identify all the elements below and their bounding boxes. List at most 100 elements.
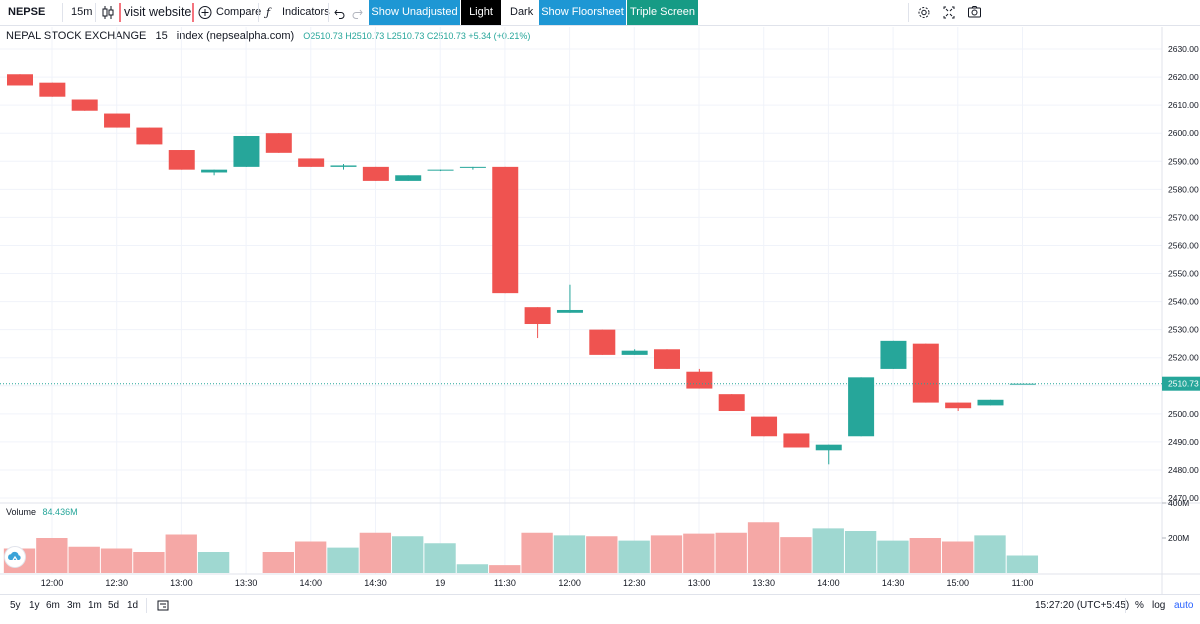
time-tick-label: 12:30 <box>105 578 128 588</box>
percent-toggle[interactable]: % <box>1135 600 1144 611</box>
divider <box>95 3 96 22</box>
auto-toggle[interactable]: auto <box>1174 600 1194 611</box>
time-tick-label: 19 <box>435 578 445 588</box>
price-tick-label: 2580.00 <box>1168 184 1199 194</box>
volume-bar <box>36 538 68 573</box>
legend-interval: 15 <box>155 30 168 42</box>
last-price-label: 2510.73 <box>1168 379 1199 389</box>
volume-bar <box>359 532 392 573</box>
volume-bar <box>327 547 359 573</box>
candle-body <box>395 175 422 181</box>
volume-bar <box>521 532 553 573</box>
volume-bar <box>456 564 489 573</box>
candle-body <box>945 402 972 409</box>
time-tick-label: 14:30 <box>364 578 387 588</box>
volume-bar <box>133 552 165 573</box>
volume-bar <box>165 534 197 573</box>
time-tick-label: 13:30 <box>235 578 258 588</box>
symbol-search[interactable]: NEPSE <box>8 6 46 18</box>
last-price-badge <box>1162 376 1200 391</box>
range-3m[interactable]: 3m <box>67 600 81 611</box>
add-compare-icon[interactable] <box>198 0 212 25</box>
candle-body <box>168 150 195 170</box>
camera-snapshot-icon[interactable] <box>967 0 982 25</box>
fullscreen-icon[interactable] <box>942 0 956 25</box>
candle-body <box>751 416 778 437</box>
candle-body <box>427 169 454 171</box>
volume-tick-label: 200M <box>1168 533 1189 543</box>
volume-bar <box>877 540 909 573</box>
compare-button[interactable]: Compare <box>216 6 262 18</box>
price-tick-label: 2570.00 <box>1168 212 1199 222</box>
redo-icon[interactable] <box>351 0 363 25</box>
nepsealpha-logo-icon <box>4 546 26 568</box>
candle-body <box>330 165 357 167</box>
light-theme-button[interactable]: Light <box>461 0 501 25</box>
dark-theme-button[interactable]: Dark <box>510 6 534 18</box>
show-floorsheet-button[interactable]: Show Floorsheet <box>539 0 626 25</box>
candles-icon[interactable] <box>101 0 115 25</box>
range-5y[interactable]: 5y <box>10 600 21 611</box>
volume-value: 84.436M <box>42 507 78 517</box>
candle-body <box>848 377 875 437</box>
volume-bar <box>424 543 456 573</box>
time-tick-label: 13:00 <box>688 578 711 588</box>
indicators-button[interactable]: Indicators <box>282 6 330 18</box>
volume-bar <box>489 565 521 573</box>
divider <box>328 3 329 22</box>
triple-screen-button[interactable]: Triple Screen <box>627 0 698 25</box>
undo-icon[interactable] <box>334 0 346 25</box>
time-tick-label: 13:30 <box>752 578 775 588</box>
candle-body <box>71 99 98 111</box>
volume-bar <box>262 552 294 573</box>
bottom-toolbar: 5y 1y 6m 3m 1m 5d 1d 15:27:20 (UTC+5:45)… <box>0 594 1200 616</box>
log-toggle[interactable]: log <box>1152 600 1166 611</box>
price-tick-label: 2520.00 <box>1168 353 1199 363</box>
volume-bar <box>715 532 747 573</box>
range-1m[interactable]: 1m <box>88 600 102 611</box>
candle-body <box>459 166 486 168</box>
price-tick-label: 2590.00 <box>1168 156 1199 166</box>
volume-bar <box>294 541 327 573</box>
volume-bar <box>844 531 877 573</box>
legend-title: NEPAL STOCK EXCHANGE <box>6 30 147 42</box>
volume-bar <box>586 536 618 573</box>
show-unadjusted-button[interactable]: Show Unadjusted <box>369 0 460 25</box>
interval-button[interactable]: 15m <box>71 6 93 18</box>
volume-bar <box>683 533 715 573</box>
price-chart[interactable]: 2630.00 2620.00 2610.00 2600.00 2590.00 2580.… <box>0 27 1200 594</box>
divider <box>258 3 259 22</box>
candle-body <box>298 158 325 167</box>
price-tick-label: 2600.00 <box>1168 128 1199 138</box>
candle-body <box>492 166 519 294</box>
time-tick-label: 15:00 <box>947 578 970 588</box>
volume-legend: Volume 84.436M <box>6 507 78 517</box>
chart-legend: NEPAL STOCK EXCHANGE 15 index (nepsealph… <box>6 30 530 42</box>
candle-body <box>621 350 648 355</box>
range-1d[interactable]: 1d <box>127 600 139 611</box>
volume-bar <box>68 546 100 573</box>
goto-date-icon[interactable] <box>156 595 170 616</box>
volume-bar <box>909 538 941 573</box>
price-tick-label: 2540.00 <box>1168 297 1199 307</box>
candle-body <box>39 82 66 97</box>
settings-gear-icon[interactable] <box>917 0 931 25</box>
range-6m[interactable]: 6m <box>46 600 60 611</box>
top-toolbar: NEPSE 15m visit website Compare ƒ Indica… <box>0 0 1200 26</box>
time-tick-label: 14:00 <box>817 578 840 588</box>
fx-icon[interactable]: ƒ <box>266 6 271 19</box>
range-1y[interactable]: 1y <box>29 600 40 611</box>
visit-website-button[interactable]: visit website <box>124 5 192 19</box>
volume-bar <box>618 540 650 573</box>
divider <box>146 598 147 613</box>
price-tick-label: 2620.00 <box>1168 72 1199 82</box>
time-tick-label: 14:30 <box>882 578 905 588</box>
range-5d[interactable]: 5d <box>108 600 120 611</box>
candle-body <box>104 113 131 128</box>
volume-bar <box>812 528 844 573</box>
candle-body <box>880 340 907 369</box>
candle-body <box>718 394 745 412</box>
price-tick-label: 2550.00 <box>1168 269 1199 279</box>
volume-bar <box>553 535 586 573</box>
candle-body <box>1009 383 1036 385</box>
